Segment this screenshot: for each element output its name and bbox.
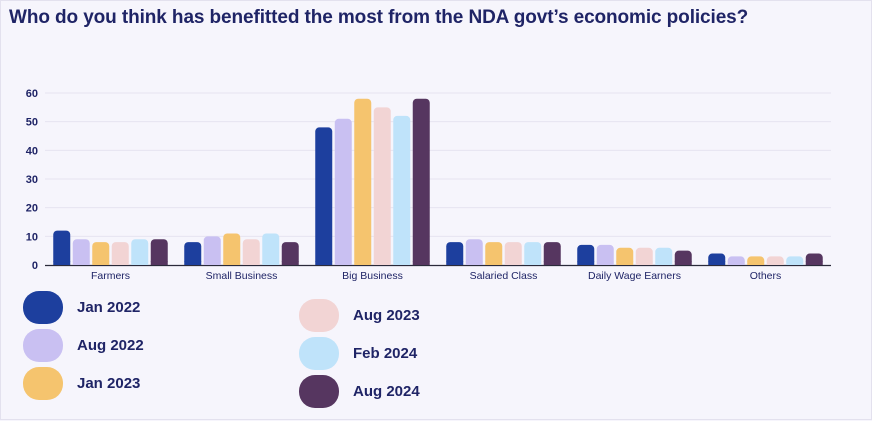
bar-farmers-feb-2024 xyxy=(131,239,149,265)
bar-base xyxy=(635,261,653,265)
legend-swatch xyxy=(299,337,339,370)
legend-swatch xyxy=(23,367,63,400)
bar-base xyxy=(616,261,634,265)
bar-base xyxy=(92,261,110,265)
bar-base xyxy=(373,261,391,265)
y-tick-label: 20 xyxy=(26,203,38,215)
bar-base xyxy=(747,261,765,265)
x-tick-label: Small Business xyxy=(206,270,278,282)
bar-salaried-class-feb-2024 xyxy=(524,242,542,265)
bar-big-business-jan-2023 xyxy=(354,98,372,265)
bar-base xyxy=(262,261,280,265)
bar-base xyxy=(524,261,542,265)
bar-base xyxy=(655,261,673,265)
y-tick-label: 10 xyxy=(26,231,38,243)
bar-base xyxy=(242,261,260,265)
bar-base xyxy=(465,261,483,265)
bar-base xyxy=(596,261,614,265)
bar-salaried-class-aug-2022 xyxy=(465,239,483,265)
bar-base xyxy=(315,261,333,265)
bar-base xyxy=(281,261,299,265)
bar-base xyxy=(504,261,522,265)
bar-daily-wage-earners-aug-2022 xyxy=(596,244,614,265)
bar-base xyxy=(805,261,823,265)
bar-farmers-aug-2024 xyxy=(150,239,168,265)
bar-daily-wage-earners-jan-2022 xyxy=(577,244,595,265)
x-tick-label: Big Business xyxy=(342,270,403,282)
y-tick-label: 50 xyxy=(26,117,38,129)
bar-small-business-aug-2023 xyxy=(242,239,260,265)
bar-small-business-jan-2023 xyxy=(223,233,241,265)
legend-label: Aug 2024 xyxy=(353,383,420,400)
legend-swatch xyxy=(299,375,339,408)
bar-base xyxy=(72,261,90,265)
bar-salaried-class-aug-2023 xyxy=(504,242,522,265)
bar-small-business-jan-2022 xyxy=(184,242,202,265)
bar-big-business-jan-2022 xyxy=(315,127,333,266)
legend-label: Aug 2022 xyxy=(77,337,144,354)
legend-label: Jan 2022 xyxy=(77,299,141,316)
bar-base xyxy=(334,261,352,265)
bar-small-business-aug-2022 xyxy=(203,236,221,265)
legend-swatch xyxy=(23,329,63,362)
bar-small-business-feb-2024 xyxy=(262,233,280,265)
x-tick-label: Daily Wage Earners xyxy=(588,270,681,282)
bar-base xyxy=(223,261,241,265)
y-tick-label: 40 xyxy=(26,145,38,157)
bar-base xyxy=(131,261,149,265)
legend-label: Feb 2024 xyxy=(353,345,418,362)
y-tick-label: 0 xyxy=(32,260,38,272)
bar-farmers-jan-2022 xyxy=(53,230,71,265)
bar-farmers-aug-2023 xyxy=(111,242,129,265)
y-tick-label: 30 xyxy=(26,174,38,186)
x-tick-label: Salaried Class xyxy=(470,270,538,282)
bar-base xyxy=(412,261,430,265)
bar-base xyxy=(577,261,595,265)
bar-base xyxy=(53,261,71,265)
bar-base xyxy=(150,261,168,265)
bar-base xyxy=(393,261,411,265)
bar-base xyxy=(111,261,129,265)
bar-base xyxy=(786,261,804,265)
bar-base xyxy=(184,261,202,265)
bar-base xyxy=(485,261,503,265)
bar-base xyxy=(203,261,221,265)
bar-daily-wage-earners-aug-2023 xyxy=(635,247,653,265)
bar-farmers-aug-2022 xyxy=(72,239,90,265)
bar-big-business-aug-2023 xyxy=(373,107,391,265)
bar-base xyxy=(543,261,561,265)
chart-title: Who do you think has benefitted the most… xyxy=(9,7,749,28)
bar-salaried-class-aug-2024 xyxy=(543,242,561,265)
y-tick-label: 60 xyxy=(26,88,38,100)
bar-base xyxy=(727,261,745,265)
bar-small-business-aug-2024 xyxy=(281,242,299,265)
bar-base xyxy=(674,261,692,265)
legend-swatch xyxy=(299,299,339,332)
bar-daily-wage-earners-feb-2024 xyxy=(655,247,673,265)
bar-base xyxy=(446,261,464,265)
bar-big-business-aug-2024 xyxy=(412,98,430,265)
legend-label: Aug 2023 xyxy=(353,307,420,324)
bar-base xyxy=(708,261,726,265)
bar-salaried-class-jan-2023 xyxy=(485,242,503,265)
bar-base xyxy=(354,261,372,265)
bar-farmers-jan-2023 xyxy=(92,242,110,265)
bar-big-business-feb-2024 xyxy=(393,115,411,265)
bar-salaried-class-jan-2022 xyxy=(446,242,464,265)
x-tick-label: Farmers xyxy=(91,270,130,282)
legend-swatch xyxy=(23,291,63,324)
bar-daily-wage-earners-jan-2023 xyxy=(616,247,634,265)
x-tick-label: Others xyxy=(750,270,782,282)
legend-label: Jan 2023 xyxy=(77,375,141,392)
bar-base xyxy=(766,261,784,265)
bar-big-business-aug-2022 xyxy=(334,118,352,265)
